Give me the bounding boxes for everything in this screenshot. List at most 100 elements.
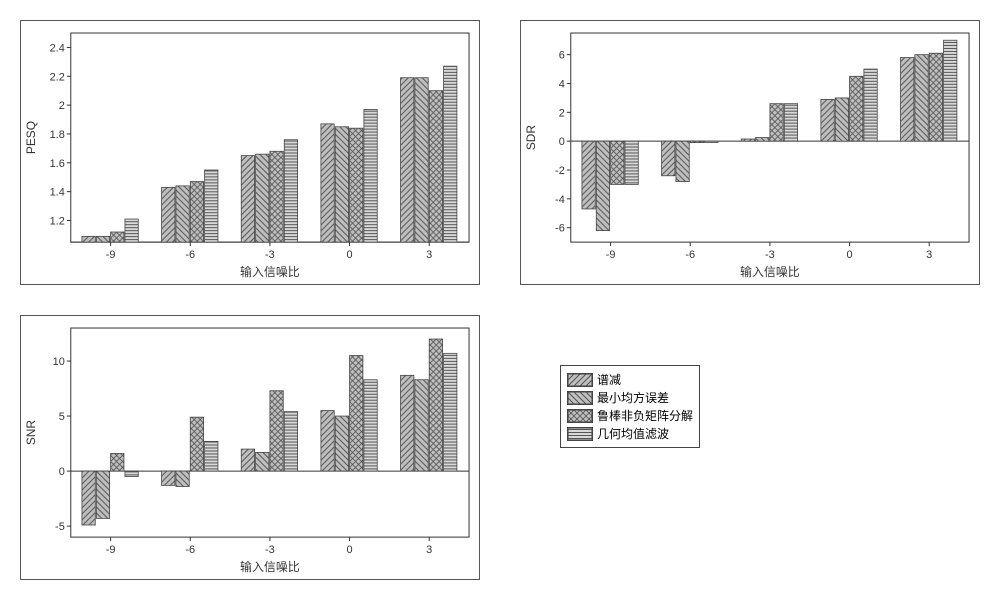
svg-text:10: 10 bbox=[53, 356, 65, 368]
svg-text:1.6: 1.6 bbox=[50, 158, 65, 170]
legend-item: 谱减 bbox=[567, 371, 693, 388]
svg-text:-6: -6 bbox=[685, 249, 695, 261]
bar bbox=[350, 128, 363, 242]
legend-panel: 谱减最小均方误差鲁棒非负矩阵分解几何均值滤波 bbox=[520, 315, 980, 580]
svg-text:-3: -3 bbox=[265, 544, 275, 556]
svg-text:1.4: 1.4 bbox=[50, 187, 65, 199]
bar bbox=[596, 141, 609, 230]
bar bbox=[125, 219, 138, 242]
bar bbox=[821, 99, 834, 141]
bar bbox=[111, 453, 124, 471]
bar bbox=[176, 471, 189, 486]
bar bbox=[125, 471, 138, 477]
svg-text:-6: -6 bbox=[185, 249, 195, 261]
svg-text:3: 3 bbox=[426, 249, 432, 261]
figure-grid: 1.2 1.4 1.6 1.8 2 2.2 2.4 -9 -6 -3 0 3 PESQ 输入信噪比 -6 -… bbox=[20, 20, 980, 580]
legend-box: 谱减最小均方误差鲁棒非负矩阵分解几何均值滤波 bbox=[560, 365, 700, 448]
svg-text:0: 0 bbox=[559, 136, 565, 148]
legend-label: 最小均方误差 bbox=[597, 389, 669, 406]
bar bbox=[82, 471, 95, 525]
svg-text:-3: -3 bbox=[765, 249, 775, 261]
svg-text:-4: -4 bbox=[555, 194, 565, 206]
bar bbox=[444, 66, 457, 242]
bar bbox=[582, 141, 595, 209]
legend-label: 谱减 bbox=[597, 371, 621, 388]
bar bbox=[256, 452, 269, 471]
y-axis-label: SNR bbox=[24, 420, 38, 446]
legend-swatch bbox=[567, 409, 593, 423]
bar bbox=[335, 127, 348, 242]
svg-text:1.2: 1.2 bbox=[50, 215, 65, 227]
svg-text:0: 0 bbox=[847, 249, 853, 261]
bar bbox=[944, 40, 957, 141]
bar bbox=[676, 141, 689, 181]
bar bbox=[241, 156, 254, 243]
bar bbox=[705, 141, 718, 142]
bar bbox=[756, 138, 769, 142]
svg-text:3: 3 bbox=[926, 249, 932, 261]
bar bbox=[176, 186, 189, 242]
svg-text:-2: -2 bbox=[555, 165, 565, 177]
bar bbox=[162, 471, 175, 485]
bar bbox=[835, 98, 848, 141]
svg-text:3: 3 bbox=[426, 544, 432, 556]
legend-item: 鲁棒非负矩阵分解 bbox=[567, 407, 693, 424]
bar bbox=[96, 471, 109, 518]
pesq-chart: 1.2 1.4 1.6 1.8 2 2.2 2.4 -9 -6 -3 0 3 PESQ 输入信噪比 bbox=[20, 20, 480, 285]
bar bbox=[662, 141, 675, 176]
legend-item: 几何均值滤波 bbox=[567, 425, 693, 442]
bar bbox=[784, 104, 797, 141]
svg-text:0: 0 bbox=[347, 249, 353, 261]
bar bbox=[915, 55, 928, 142]
bar bbox=[690, 141, 703, 142]
svg-text:-9: -9 bbox=[106, 249, 116, 261]
x-axis-label: 输入信噪比 bbox=[240, 264, 300, 279]
svg-text:-9: -9 bbox=[606, 249, 616, 261]
bar bbox=[611, 141, 624, 184]
svg-text:2.2: 2.2 bbox=[50, 71, 65, 83]
svg-text:2: 2 bbox=[59, 100, 65, 112]
sdr-chart: -6-4-20246-9-6-303SDR输入信噪比 bbox=[520, 20, 980, 285]
svg-text:-3: -3 bbox=[265, 249, 275, 261]
svg-text:-6: -6 bbox=[185, 544, 195, 556]
bar bbox=[625, 141, 638, 184]
bar bbox=[96, 236, 109, 242]
bar bbox=[350, 356, 363, 472]
bar bbox=[364, 380, 377, 471]
x-axis-label: 输入信噪比 bbox=[240, 559, 300, 574]
bar bbox=[850, 76, 863, 141]
bar bbox=[864, 69, 877, 141]
bar bbox=[82, 236, 95, 242]
snr-chart: -50510-9-6-303SNR输入信噪比 bbox=[20, 315, 480, 580]
bar bbox=[401, 78, 414, 242]
legend-swatch bbox=[567, 373, 593, 387]
bar bbox=[162, 187, 175, 242]
bar bbox=[111, 232, 124, 242]
svg-text:-9: -9 bbox=[106, 544, 116, 556]
bar bbox=[415, 380, 428, 471]
y-axis-label: PESQ bbox=[24, 121, 38, 154]
bar bbox=[205, 170, 218, 242]
x-axis-label: 输入信噪比 bbox=[740, 264, 800, 279]
y-axis-label: SDR bbox=[524, 125, 538, 151]
svg-text:2.4: 2.4 bbox=[50, 42, 65, 54]
legend-item: 最小均方误差 bbox=[567, 389, 693, 406]
bar bbox=[190, 182, 203, 243]
bar bbox=[415, 78, 428, 242]
bar bbox=[444, 353, 457, 471]
legend-label: 鲁棒非负矩阵分解 bbox=[597, 407, 693, 424]
legend-label: 几何均值滤波 bbox=[597, 425, 669, 442]
bar bbox=[770, 104, 783, 141]
legend-swatch bbox=[567, 427, 593, 441]
bar bbox=[205, 441, 218, 471]
bar bbox=[741, 139, 754, 141]
svg-text:1.8: 1.8 bbox=[50, 129, 65, 141]
svg-text:0: 0 bbox=[347, 544, 353, 556]
bar bbox=[284, 412, 297, 471]
svg-text:-6: -6 bbox=[555, 223, 565, 235]
bar bbox=[256, 154, 269, 242]
svg-text:-5: -5 bbox=[55, 521, 65, 533]
bar bbox=[190, 417, 203, 471]
svg-text:4: 4 bbox=[559, 78, 565, 90]
bar bbox=[429, 91, 442, 242]
